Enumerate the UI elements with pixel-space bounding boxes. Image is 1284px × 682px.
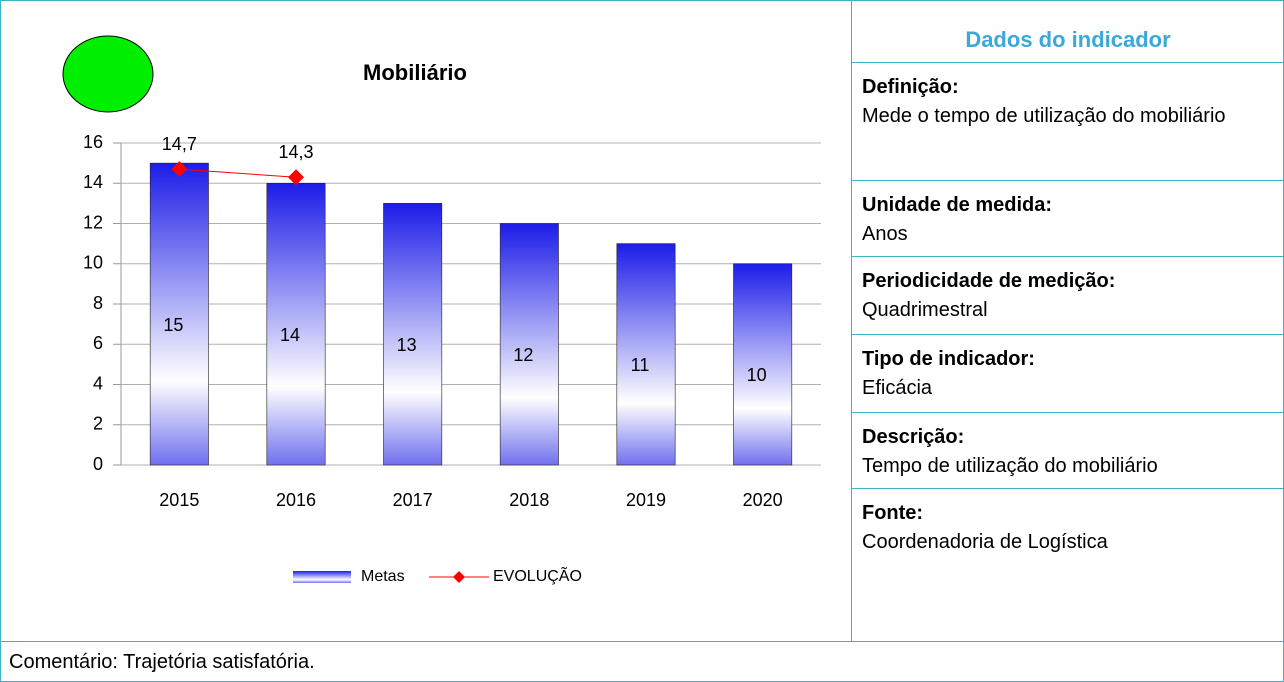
comment: Comentário: Trajetória satisfatória. [1, 641, 1283, 681]
chart: Mobiliário 0 2 4 6 8 10 12 14 16 2015 2016 2017 2018… [62, 35, 821, 585]
data-label: 12 [513, 345, 533, 365]
panel-title: Dados do indicador [852, 1, 1283, 63]
marker [288, 169, 304, 186]
item-label: Periodicidade de medição: [862, 270, 1116, 292]
x-tick-label: 2018 [509, 490, 549, 510]
panel-item: Descrição: Tempo de utilização do mobiliá… [852, 413, 1283, 489]
item-label: Definição: [862, 76, 959, 98]
panel-item: Periodicidade de medição: Quadrimestral [852, 257, 1283, 335]
data-label: 15 [163, 315, 183, 335]
y-tick-label: 14 [83, 172, 103, 192]
status-indicator [62, 35, 154, 113]
data-label: 11 [631, 355, 650, 375]
info-panel: Dados do indicador Definição: Mede o temp… [851, 1, 1283, 641]
item-text: Mede o tempo de utilização do mobiliário [862, 105, 1226, 127]
data-label: 10 [747, 365, 767, 385]
y-tick-label: 0 [93, 454, 103, 474]
item-label: Fonte: [862, 502, 924, 524]
chart-title: Mobiliário [363, 60, 467, 85]
y-tick-label: 4 [93, 373, 103, 393]
data-label: 14,7 [162, 134, 197, 154]
item-text: Eficácia [862, 377, 933, 399]
bar [733, 263, 793, 466]
y-tick-label: 6 [93, 333, 103, 353]
y-tick-label: 8 [93, 293, 103, 313]
marker [171, 161, 188, 178]
item-text: Tempo de utilização do mobiliário [862, 455, 1158, 477]
item-text: Anos [862, 223, 908, 245]
item-label: Tipo de indicador: [862, 348, 1035, 370]
panel-item: Definição: Mede o tempo de utilização do … [852, 63, 1283, 181]
y-tick-label: 10 [83, 253, 103, 273]
legend-label: Metas [361, 568, 405, 585]
legend-swatch [293, 571, 351, 583]
data-label: 13 [397, 335, 417, 355]
item-text: Coordenadoria de Logística [862, 531, 1108, 553]
x-tick-label: 2020 [743, 490, 783, 510]
bar [616, 243, 676, 466]
x-tick-label: 2017 [393, 490, 433, 510]
x-tick-label: 2019 [626, 490, 666, 510]
line [179, 168, 297, 178]
data-label: 14,3 [278, 142, 313, 162]
data-label: 14 [280, 325, 300, 345]
item-label: Descrição: [862, 426, 965, 448]
x-tick-label: 2016 [276, 490, 316, 510]
item-label: Unidade de medida: [862, 194, 1053, 216]
y-tick-label: 16 [83, 132, 103, 152]
item-text: Quadrimestral [862, 299, 988, 321]
bar [499, 223, 559, 466]
panel-item: Unidade de medida: Anos [852, 181, 1283, 257]
legend-label: EVOLUÇÃO [493, 565, 582, 585]
y-tick-label: 12 [83, 212, 103, 232]
bar [383, 203, 443, 466]
panel-item: Fonte: Coordenadoria de Logística [852, 489, 1283, 641]
panel-item: Tipo de indicador: Eficácia [852, 335, 1283, 413]
y-tick-label: 2 [93, 414, 103, 434]
x-tick-label: 2015 [159, 490, 199, 510]
bar [266, 182, 326, 466]
legend-swatch [453, 571, 465, 583]
